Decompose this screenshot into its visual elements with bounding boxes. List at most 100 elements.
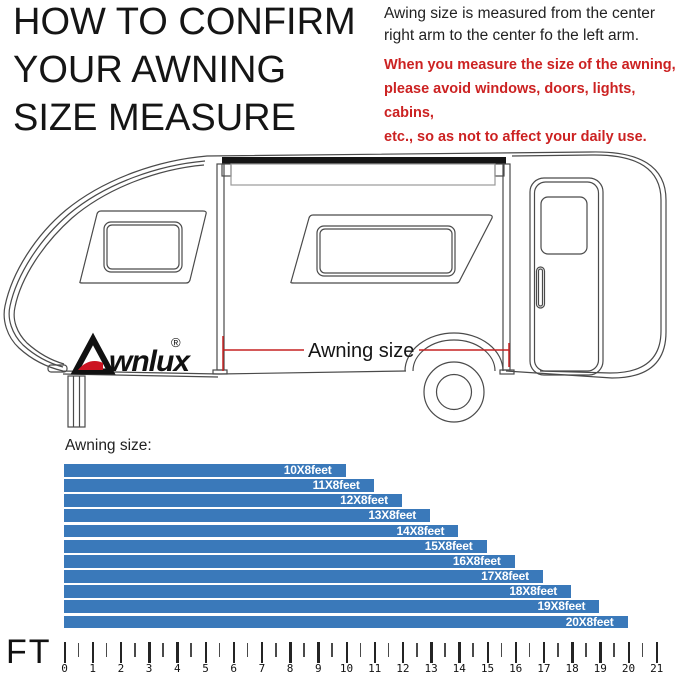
size-bar-label: 18X8feet (509, 584, 558, 599)
axis-tick-label: 0 (61, 662, 68, 675)
size-bar: 10X8feet (63, 463, 346, 477)
axis-tick-label: 9 (314, 662, 322, 675)
axis-tick-label: 12 (396, 662, 410, 675)
axis-tick (63, 642, 66, 663)
size-bar: 12X8feet (63, 493, 402, 508)
axis-tick-label: 4 (173, 662, 181, 675)
size-bar: 13X8feet (63, 508, 431, 523)
axis-tick (303, 643, 305, 657)
axis-tick-label: 1 (89, 662, 96, 675)
size-bar: 15X8feet (63, 538, 487, 553)
axis-tick (585, 643, 587, 657)
axis-tick-label: 11 (368, 662, 382, 675)
awning-roller (222, 157, 506, 164)
axis-tick (289, 642, 292, 663)
warning-line: please avoid windows, doors, lights, cab… (384, 81, 636, 121)
axis-tick (430, 642, 433, 663)
axis-tick (444, 643, 446, 657)
axis-tick-label: 18 (565, 662, 579, 675)
size-bar: 19X8feet (63, 599, 600, 614)
axis-tick-label: 19 (593, 662, 607, 675)
axis-tick-label: 6 (230, 662, 237, 675)
axis-tick (458, 642, 461, 663)
axis-tick (599, 642, 602, 663)
axis-tick-label: 13 (424, 662, 438, 675)
size-bar: 11X8feet (63, 478, 374, 493)
warning-line: etc., so as not to affect your daily use… (384, 129, 647, 145)
warning-line: When you measure the size of the awning, (384, 57, 676, 73)
title-line: SIZE MEASURE (13, 97, 296, 139)
axis-tick (204, 642, 207, 663)
measure-warning: When you measure the size of the awning,… (384, 53, 679, 149)
axis-tick (91, 642, 95, 663)
trailer-diagram: Awning size wnlux ® (3, 151, 667, 428)
axis-tick (387, 643, 390, 657)
measure-note: Awing size is measured from the center r… (384, 3, 655, 47)
axis-tick (571, 642, 574, 663)
awnlux-logo: wnlux ® (70, 332, 192, 378)
title-line: HOW TO CONFIRM (13, 1, 356, 43)
size-bar-label: 13X8feet (368, 508, 417, 523)
axis-tick-label: 2 (117, 662, 125, 675)
axis-tick (557, 643, 559, 657)
axis-tick (627, 642, 630, 663)
axis-tick-label: 10 (339, 662, 354, 675)
axis-tick-label: 21 (650, 662, 664, 675)
size-bar: 20X8feet (63, 614, 628, 629)
title-line: YOUR AWNING (13, 49, 287, 91)
axis-tick (317, 642, 320, 663)
axis-tick (514, 642, 518, 663)
size-bar: 14X8feet (63, 523, 459, 538)
size-bar-label: 11X8feet (312, 478, 360, 493)
axis-tick-label: 15 (480, 662, 495, 675)
axis-tick (77, 643, 80, 657)
door-handle (535, 266, 546, 309)
size-bar-label: 16X8feet (452, 553, 501, 568)
axis-tick (416, 643, 418, 657)
axis-tick-label: 7 (258, 662, 266, 675)
size-bar: 17X8feet (63, 569, 543, 584)
axis-tick (148, 642, 151, 663)
axis-tick (401, 642, 405, 663)
size-bar: 18X8feet (63, 584, 572, 599)
axis-tick-label: 3 (145, 662, 153, 675)
axis-tick (162, 643, 164, 657)
size-bar-label: 17X8feet (481, 569, 529, 584)
axis-tick (218, 643, 221, 657)
logo-red-swoosh (78, 361, 103, 370)
axis-tick (331, 643, 334, 657)
axis-tick (134, 643, 136, 657)
axis-tick (373, 642, 377, 663)
axis-tick-label: 17 (537, 662, 551, 675)
axis-tick-label: 5 (202, 662, 209, 675)
axis-tick (176, 642, 179, 663)
axis-tick (345, 642, 348, 663)
axis-tick (275, 643, 277, 657)
axis-tick (359, 643, 362, 657)
axis-tick-label: 20 (621, 662, 636, 675)
logo-registered-mark: ® (171, 335, 181, 350)
size-bar-label: 12X8feet (340, 493, 388, 508)
awning-arm-right (502, 163, 511, 371)
axis-tick-label: 14 (452, 662, 466, 675)
note-line: Awing size is measured from the center (384, 5, 656, 22)
measure-lines (222, 336, 510, 371)
axis-tick-label: 8 (286, 662, 294, 675)
logo-brand-text: wnlux (109, 345, 191, 378)
axis-tick (486, 642, 489, 663)
wheel (423, 361, 485, 423)
axis-tick (119, 642, 123, 663)
size-bar-label: 10X8feet (283, 463, 332, 477)
size-bar-label: 15X8feet (424, 538, 473, 553)
size-bar-label: 14X8feet (396, 523, 445, 538)
size-bar-label: 19X8feet (537, 599, 586, 614)
trailer-door (529, 177, 604, 376)
axis-tick (500, 643, 503, 657)
axis-unit-label: FT (6, 633, 52, 671)
axis-tick (260, 642, 264, 663)
axis-tick (472, 643, 475, 657)
size-bar-label: 20X8feet (565, 614, 614, 629)
page-title: HOW TO CONFIRM YOUR AWNING SIZE MEASURE (13, 0, 356, 142)
axis-tick-label: 16 (509, 662, 523, 675)
